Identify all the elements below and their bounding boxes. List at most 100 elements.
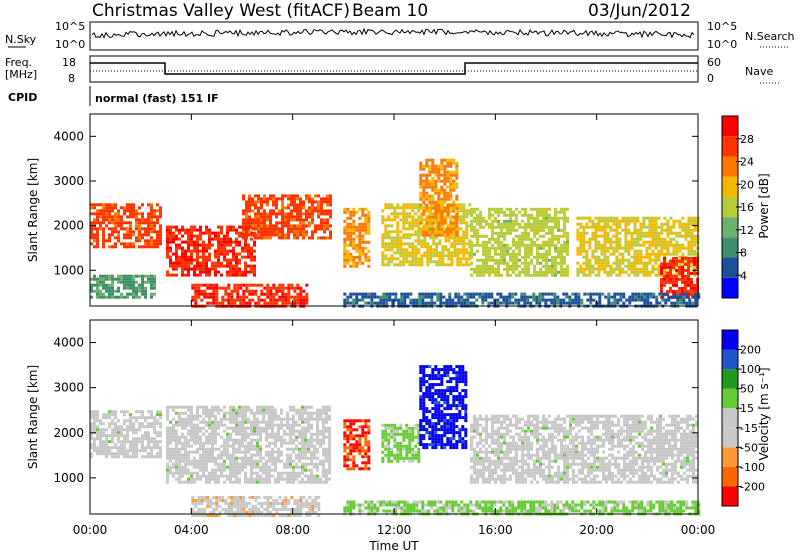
data-cell [244,271,247,274]
data-cell [512,220,515,223]
data-cell [275,200,278,203]
data-cell [462,230,465,233]
data-cell [217,238,220,241]
data-cell [129,242,132,245]
data-cell [455,195,458,198]
data-cell [262,412,265,415]
data-cell [99,209,102,212]
data-cell [446,207,449,210]
data-cell [518,226,521,229]
data-cell [208,427,211,430]
data-cell [141,236,144,239]
data-cell [434,186,437,189]
data-cell [681,275,684,278]
data-cell [114,431,117,434]
data-cell [545,223,548,226]
data-cell [443,231,446,234]
data-cell [178,418,181,421]
data-cell [437,165,440,168]
data-cell [293,224,296,227]
data-cell [114,242,117,245]
data-cell [645,241,648,244]
data-cell [108,290,111,293]
data-cell [244,466,247,469]
data-cell [545,214,548,217]
data-cell [589,299,592,302]
data-cell [446,234,449,237]
data-cell [420,263,423,266]
data-cell [223,247,226,250]
data-cell [557,256,560,259]
data-cell [427,293,430,296]
data-cell [150,239,153,242]
data-cell [470,223,473,226]
data-cell [539,274,542,277]
data-cell [241,406,244,409]
data-cell [460,302,463,305]
data-cell [440,213,443,216]
data-cell [287,284,290,287]
data-cell [135,221,138,224]
data-cell [514,299,517,302]
data-cell [292,451,295,454]
data-cell [497,259,500,262]
data-cell [497,235,500,238]
data-cell [239,287,242,290]
data-cell [238,412,241,415]
data-cell [166,448,169,451]
data-cell [138,245,141,248]
data-cell [425,207,428,210]
data-cell [96,242,99,245]
data-cell [263,200,266,203]
data-cell [545,259,548,262]
data-cell [169,265,172,268]
data-cell [563,235,566,238]
data-cell [181,427,184,430]
data-cell [256,421,259,424]
data-cell [199,271,202,274]
data-cell [538,299,541,302]
data-cell [166,436,169,439]
data-cell [129,230,132,233]
data-cell [108,416,111,419]
data-cell [503,262,506,265]
data-cell [181,259,184,262]
data-cell [123,206,126,209]
data-cell [250,460,253,463]
data-cell [105,455,108,458]
data-cell [488,265,491,268]
data-cell [430,299,433,302]
data-cell [190,424,193,427]
data-cell [503,211,506,214]
data-cell [523,293,526,296]
data-cell [257,224,260,227]
data-cell [439,299,442,302]
data-cell [274,451,277,454]
data-cell [141,233,144,236]
data-cell [405,257,408,260]
data-cell [241,256,244,259]
data-cell [414,239,417,242]
data-cell [187,418,190,421]
data-cell [515,259,518,262]
data-cell [108,284,111,287]
data-cell [554,214,557,217]
data-cell [144,221,147,224]
data-cell [600,217,603,220]
data-cell [443,171,446,174]
data-cell [239,284,242,287]
data-cell [265,409,268,412]
data-cell [424,296,427,299]
data-cell [281,221,284,224]
data-cell [205,406,208,409]
data-cell [606,265,609,268]
data-cell [615,244,618,247]
data-cell [211,454,214,457]
data-cell [296,215,299,218]
data-cell [184,418,187,421]
data-cell [281,203,284,206]
data-cell [229,238,232,241]
data-cell [305,218,308,221]
data-cell [102,416,105,419]
data-cell [509,256,512,259]
